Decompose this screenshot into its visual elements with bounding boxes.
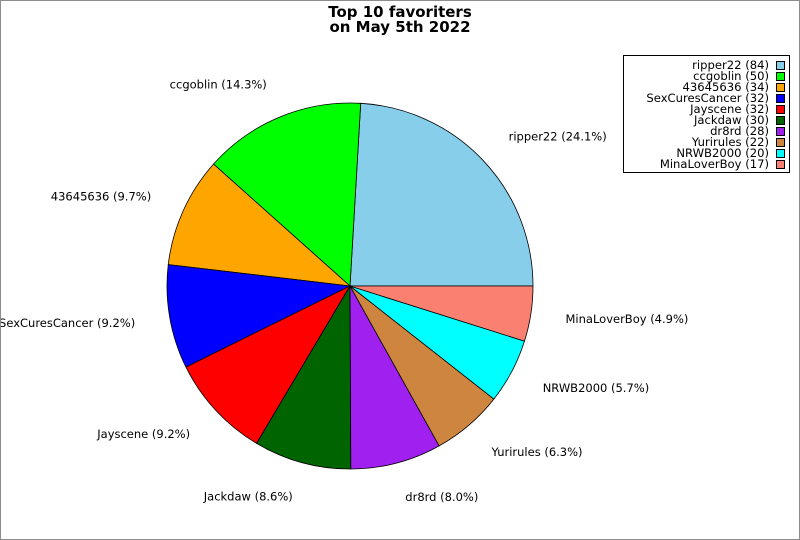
legend-swatch xyxy=(776,160,785,169)
legend-item-NRWB2000: NRWB2000 (20) xyxy=(676,146,785,160)
legend-swatch xyxy=(776,72,785,81)
legend-item-Jayscene: Jayscene (32) xyxy=(690,102,785,116)
legend-label: Jayscene (32) xyxy=(690,102,769,116)
legend-label: MinaLoverBoy (17) xyxy=(659,157,769,171)
legend-item-dr8rd: dr8rd (28) xyxy=(710,124,785,138)
slice-label-MinaLoverBoy: MinaLoverBoy (4.9%) xyxy=(566,312,689,326)
slice-label-SexCuresCancer: SexCuresCancer (9.2%) xyxy=(1,316,135,330)
chart-subtitle: on May 5th 2022 xyxy=(329,18,471,36)
pie-slice-ripper22 xyxy=(349,102,534,287)
slice-label-ccgoblin: ccgoblin (14.3%) xyxy=(170,78,267,92)
slice-label-ripper22: ripper22 (24.1%) xyxy=(509,129,607,143)
pie-slice-SexCuresCancer xyxy=(166,264,352,368)
legend-swatch xyxy=(776,127,785,136)
legend-label: ripper22 (84) xyxy=(692,58,769,72)
legend-swatch xyxy=(776,94,785,103)
pie-slice-Jayscene xyxy=(185,285,352,444)
legend-swatch xyxy=(776,83,785,92)
legend-item-ripper22: ripper22 (84) xyxy=(692,58,785,72)
legend-label: SexCuresCancer (32) xyxy=(646,91,769,105)
slice-label-dr8rd: dr8rd (8.0%) xyxy=(405,490,478,504)
legend: ripper22 (84) ccgoblin (50) 43645636 (34) S… xyxy=(623,55,790,173)
pie-slice-MinaLoverBoy xyxy=(349,285,534,342)
legend-swatch xyxy=(776,149,785,158)
legend-swatch xyxy=(776,138,785,147)
legend-item-SexCuresCancer: SexCuresCancer (32) xyxy=(646,91,785,105)
slice-label-Jayscene: Jayscene (9.2%) xyxy=(96,427,190,441)
legend-label: Yurirules (22) xyxy=(691,135,769,149)
pie-slice-43645636 xyxy=(167,163,352,287)
legend-label: Jackdaw (30) xyxy=(693,113,769,127)
slice-label-43645636: 43645636 (9.7%) xyxy=(51,190,151,204)
legend-swatch xyxy=(776,116,785,125)
pie-slice-ccgoblin xyxy=(212,102,362,287)
legend-item-MinaLoverBoy: MinaLoverBoy (17) xyxy=(659,157,785,171)
slice-label-NRWB2000: NRWB2000 (5.7%) xyxy=(543,381,650,395)
slice-label-Jackdaw: Jackdaw (8.6%) xyxy=(203,489,293,503)
chart-title: Top 10 favoriters xyxy=(328,3,472,21)
legend-swatch xyxy=(776,105,785,114)
legend-swatch xyxy=(776,61,785,70)
legend-label: 43645636 (34) xyxy=(682,80,770,94)
legend-item-Yurirules: Yurirules (22) xyxy=(691,135,785,149)
pie-slice-Jackdaw xyxy=(256,284,352,470)
slice-label-Yurirules: Yurirules (6.3%) xyxy=(491,445,583,459)
legend-item-Jackdaw: Jackdaw (30) xyxy=(693,113,785,127)
legend-label: ccgoblin (50) xyxy=(693,69,769,83)
legend-label: dr8rd (28) xyxy=(710,124,769,138)
pie-slice-dr8rd xyxy=(349,285,440,470)
legend-item-ccgoblin: ccgoblin (50) xyxy=(693,69,785,83)
legend-item-43645636: 43645636 (34) xyxy=(682,80,785,94)
legend-label: NRWB2000 (20) xyxy=(676,146,769,160)
